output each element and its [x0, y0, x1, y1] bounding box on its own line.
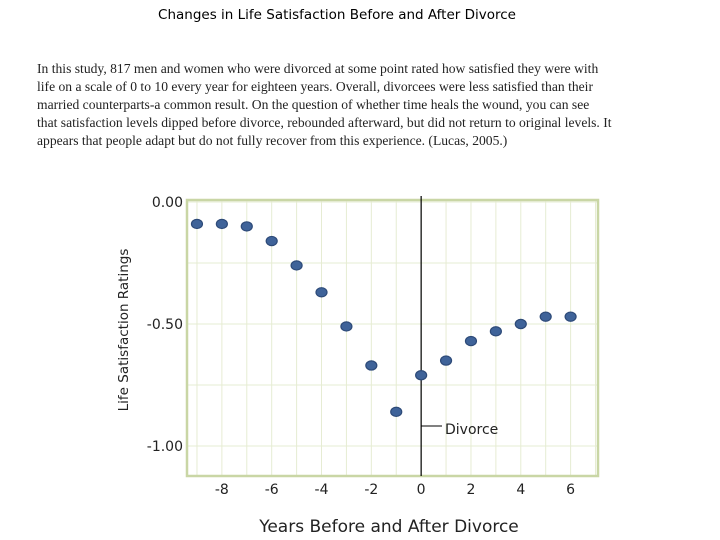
plot-area: [187, 200, 598, 476]
data-point: [215, 218, 228, 230]
x-tick-label: 6: [566, 482, 575, 498]
data-point: [564, 311, 577, 322]
description-line: In this study, 817 men and women who wer…: [37, 61, 599, 76]
data-point: [514, 318, 527, 330]
description-line: appears that people adapt but do not ful…: [37, 133, 508, 148]
divorce-label: Divorce: [445, 422, 498, 438]
data-point: [415, 370, 428, 381]
data-point: [489, 326, 502, 337]
y-tick-label: -1.00: [147, 439, 183, 455]
y-tick-label: 0.00: [152, 195, 183, 211]
x-tick-label: -8: [215, 482, 229, 498]
data-point: [190, 218, 204, 230]
description-line: married counterparts-a common result. On…: [37, 97, 590, 112]
description-paragraph: In this study, 817 men and women who wer…: [37, 60, 717, 150]
data-point: [539, 311, 552, 322]
data-point: [265, 235, 278, 247]
data-point: [464, 335, 478, 347]
description-line: life on a scale of 0 to 10 every year fo…: [37, 79, 593, 94]
x-tick-label: -2: [364, 482, 378, 498]
data-point: [340, 321, 353, 332]
data-point: [365, 360, 378, 371]
plot-frame: [185, 198, 600, 478]
data-point: [315, 287, 328, 298]
x-tick-label: -6: [265, 482, 279, 498]
data-point: [439, 355, 453, 366]
x-tick-label: -4: [315, 482, 329, 498]
data-point: [390, 406, 403, 418]
data-point: [290, 260, 303, 271]
page-title: Changes in Life Satisfaction Before and …: [158, 7, 516, 23]
x-tick-label: 0: [417, 482, 426, 498]
description-line: that satisfaction levels dipped before d…: [37, 115, 612, 130]
x-axis-label: Years Before and After Divorce: [258, 517, 519, 537]
x-tick-label: 4: [516, 482, 525, 498]
data-point: [240, 221, 253, 232]
y-tick-label: -0.50: [147, 317, 183, 333]
x-tick-label: 2: [467, 482, 476, 498]
y-axis-label: Life Satisfaction Ratings: [116, 249, 132, 412]
